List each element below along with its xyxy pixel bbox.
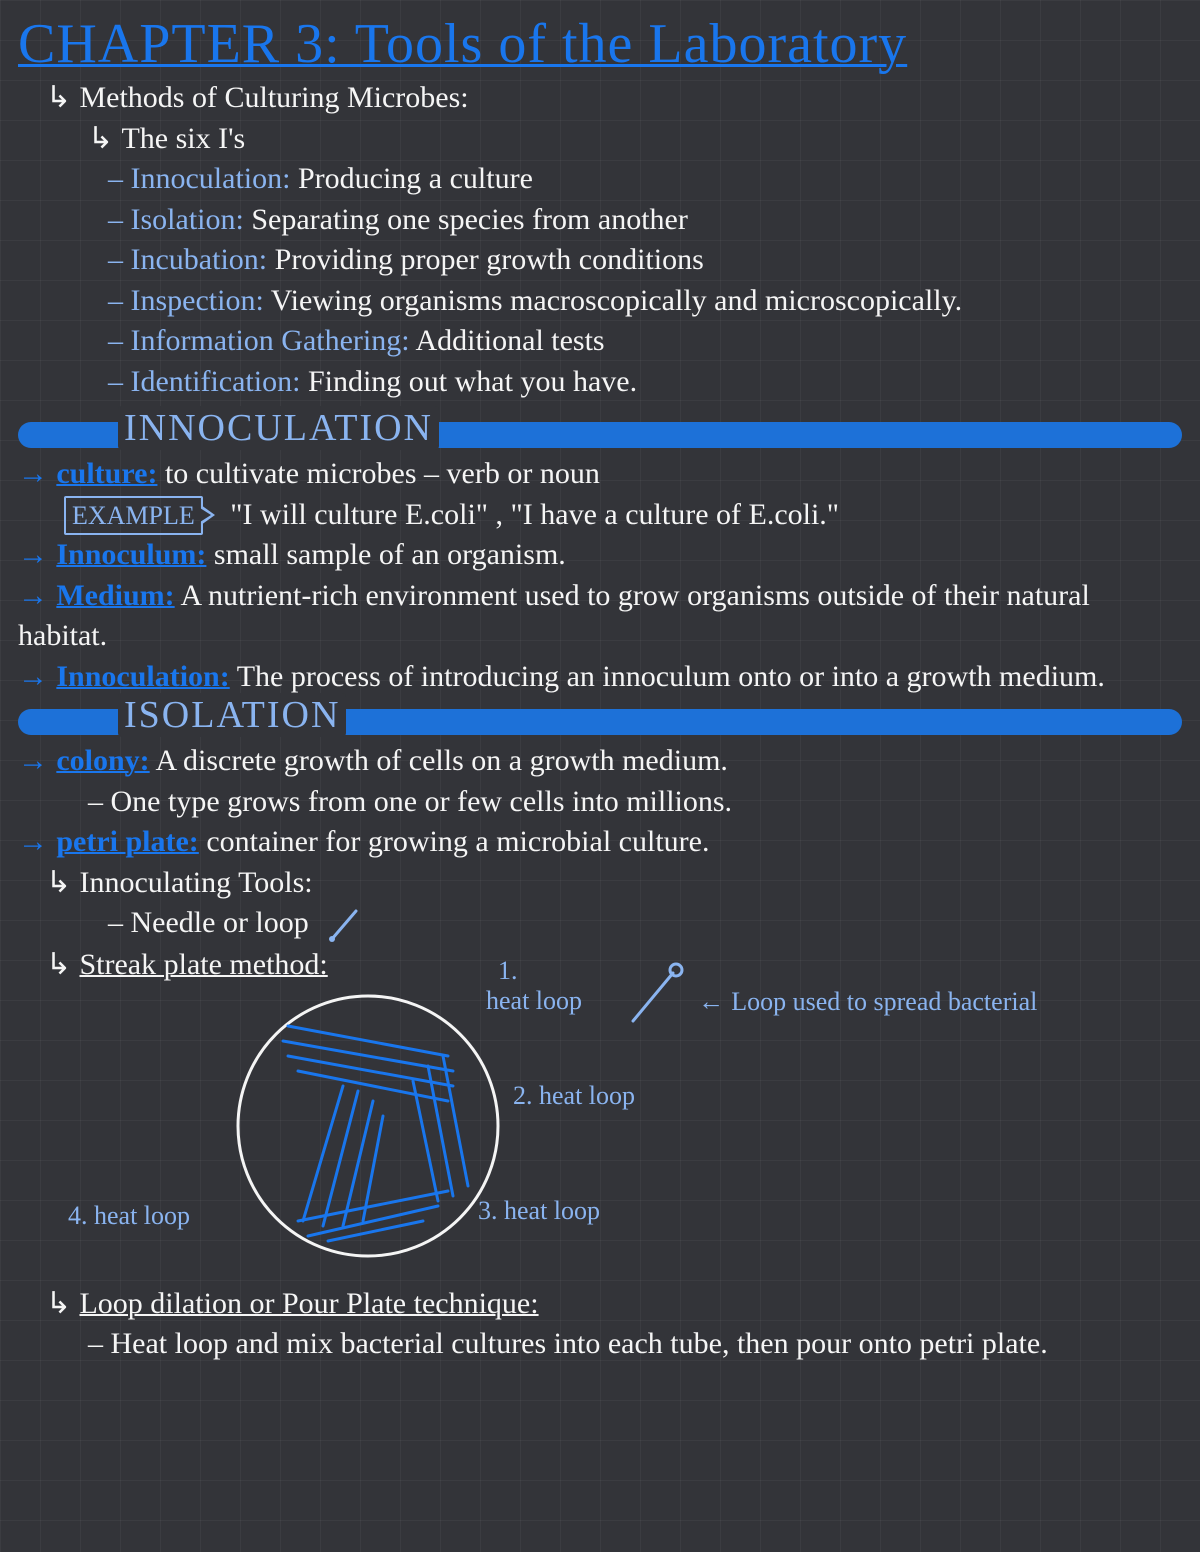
loop-note: ← Loop used to spread bacterial	[698, 986, 1037, 1017]
streak-plate-diagram: 1. heat loop 2. heat loop 3. heat loop 4…	[58, 986, 1182, 1276]
streak-heading: ↳ Streak plate method:	[18, 945, 1182, 986]
six-i-item: – Information Gathering: Additional test…	[18, 321, 1182, 362]
innoculation-def: → Innoculation: The process of introduci…	[18, 657, 1182, 698]
label-1: 1.	[498, 956, 518, 986]
colony-def: → colony: A discrete growth of cells on …	[18, 741, 1182, 782]
tools-sub: – Needle or loop	[18, 903, 1182, 945]
six-i-item: – Inspection: Viewing organisms macrosco…	[18, 281, 1182, 322]
tools-heading: ↳ Innoculating Tools:	[18, 863, 1182, 904]
loop-icon	[618, 961, 698, 1031]
needle-icon	[326, 905, 366, 945]
innoculum-def: → Innoculum: small sample of an organism…	[18, 535, 1182, 576]
pour-heading: ↳ Loop dilation or Pour Plate technique:	[18, 1284, 1182, 1325]
label-3: 3. heat loop	[478, 1196, 600, 1226]
methods-heading: ↳ Methods of Culturing Microbes:	[18, 78, 1182, 119]
petri-def: → petri plate: container for growing a m…	[18, 822, 1182, 863]
culture-def: → culture: to cultivate microbes – verb …	[18, 454, 1182, 495]
six-i-item: – Identification: Finding out what you h…	[18, 362, 1182, 403]
label-heat-loop: heat loop	[486, 986, 582, 1016]
label-4: 4. heat loop	[68, 1201, 190, 1231]
colony-sub: – One type grows from one or few cells i…	[18, 782, 1182, 823]
chapter-title: CHAPTER 3: Tools of the Laboratory	[18, 12, 1182, 76]
label-2: 2. heat loop	[513, 1081, 635, 1111]
pour-body: – Heat loop and mix bacterial cultures i…	[18, 1324, 1182, 1365]
six-i-item: – Incubation: Providing proper growth co…	[18, 240, 1182, 281]
section-banner-isolation: ISOLATION	[18, 703, 1182, 739]
petri-dish-icon	[228, 986, 508, 1266]
section-banner-innoculation: INNOCULATION	[18, 416, 1182, 452]
six-i-item: – Isolation: Separating one species from…	[18, 200, 1182, 241]
six-i-item: – Innoculation: Producing a culture	[18, 159, 1182, 200]
six-is-heading: ↳ The six I's	[18, 119, 1182, 160]
example-line: EXAMPLE "I will culture E.coli" , "I hav…	[18, 495, 1182, 536]
medium-def: → Medium: A nutrient-rich environment us…	[18, 576, 1182, 657]
